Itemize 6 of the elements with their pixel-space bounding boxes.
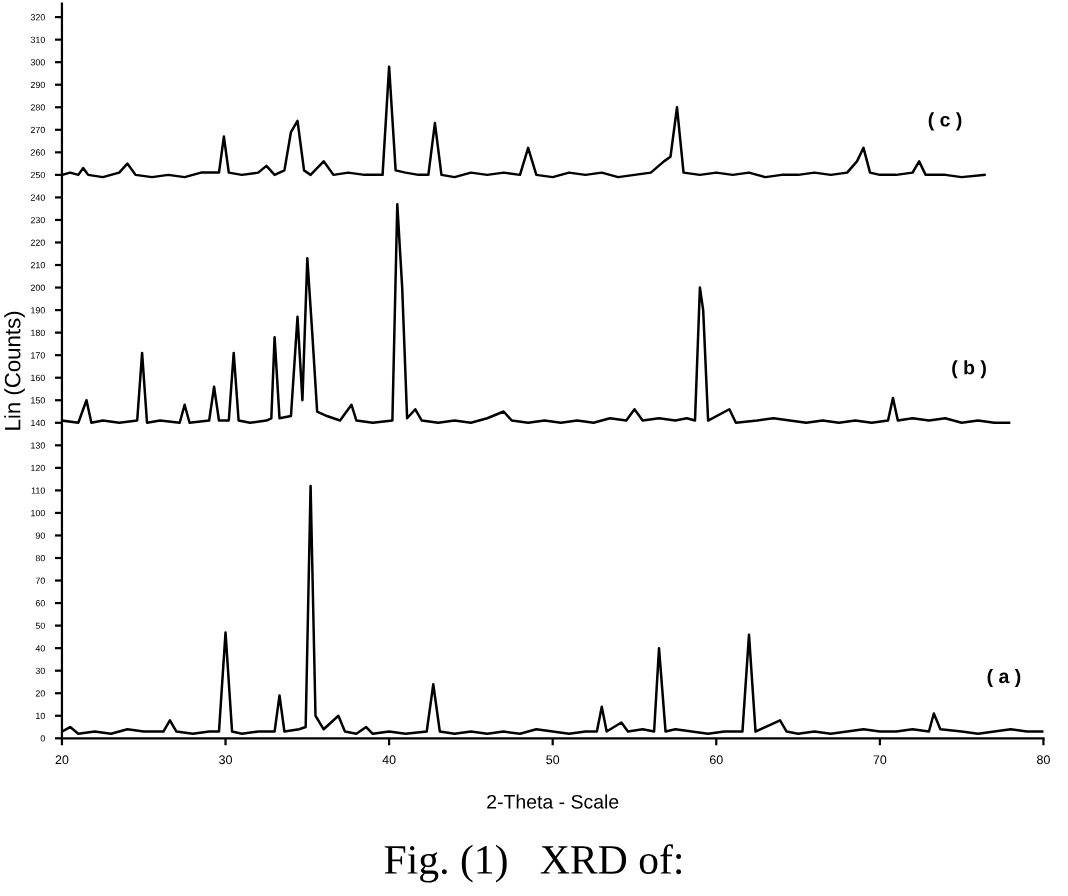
series-label: ( c ) <box>928 112 962 131</box>
x-axis-title: 2-Theta - Scale <box>487 794 619 809</box>
text: Fig. (1) XRD of: <box>384 844 682 883</box>
y-axis-title: Lin (Counts) <box>4 311 25 430</box>
text: ( a ) <box>987 668 1021 688</box>
text: ( b ) <box>952 360 986 379</box>
